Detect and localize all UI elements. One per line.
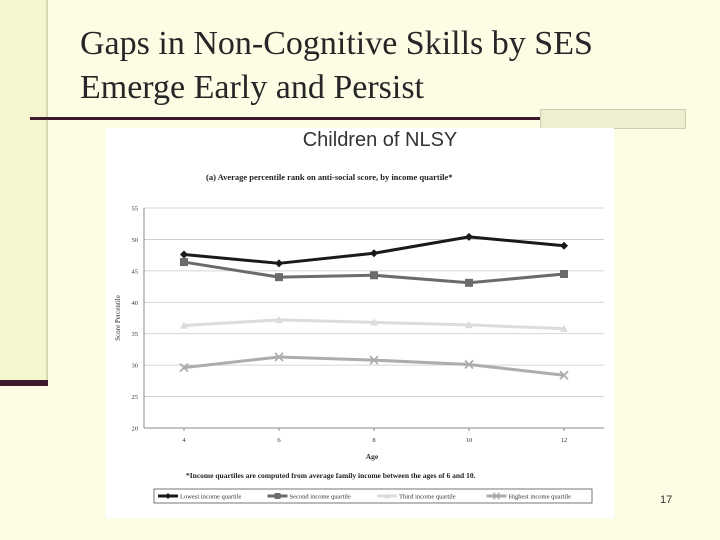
chart-footnote: *Income quartiles are computed from aver…: [186, 471, 476, 480]
chart-heading: Children of NLSY: [303, 129, 458, 151]
legend-swatch-marker: [274, 493, 281, 499]
data-point: [465, 320, 473, 329]
axis-layer: 20 25 30 35 40 45 50 55 4 6 8 10 12: [132, 206, 604, 444]
slide-title-line-1: Gaps in Non-Cognitive Skills by SES: [80, 25, 593, 62]
data-point: [180, 321, 188, 329]
x-marker-stroke: [492, 492, 501, 500]
x-marker-stroke: [559, 370, 569, 380]
data-point: [369, 355, 379, 365]
slide-title-line-2: Emerge Early and Persist: [80, 69, 425, 106]
left-decor-bar: [0, 0, 48, 382]
x-tick-label: 6: [277, 437, 281, 444]
data-point: [275, 315, 283, 324]
data-point: [560, 241, 568, 250]
data-point: [465, 278, 473, 287]
x-tick-label: 4: [182, 437, 186, 444]
data-point: [370, 249, 378, 258]
y-tick-label: 30: [132, 363, 139, 370]
x-tick-label: 8: [372, 437, 375, 444]
data-point: [274, 352, 284, 362]
grid-layer: [144, 207, 604, 429]
data-point: [179, 363, 189, 373]
legend-swatch-marker: [492, 492, 501, 500]
x-marker-stroke: [464, 359, 474, 370]
data-point: [180, 250, 188, 259]
data-point: [464, 359, 474, 370]
left-decor-accent: [0, 380, 48, 386]
title-underline: [30, 117, 550, 120]
y-tick-label: 25: [132, 394, 139, 401]
data-point: [370, 271, 378, 280]
data-point: [465, 232, 473, 241]
chart-panel: Children of NLSY (a) Average percentile …: [106, 128, 614, 518]
legend-box: [153, 488, 593, 504]
data-point: [560, 270, 568, 278]
page-number: 17: [660, 494, 673, 506]
data-point: [275, 259, 283, 268]
y-tick-label: 50: [132, 237, 139, 244]
series-4: [179, 352, 569, 380]
y-tick-label: 55: [132, 206, 139, 213]
legend-label: Second income quartile: [290, 494, 351, 501]
x-axis-label: Age: [366, 452, 379, 461]
x-marker-stroke: [369, 355, 379, 365]
data-point: [560, 324, 568, 332]
data-point: [370, 318, 378, 326]
legend-label: Highest income quartile: [509, 494, 572, 501]
legend-label: Lowest income quartile: [180, 494, 241, 501]
legend-swatch-marker: [384, 493, 390, 499]
data-point: [275, 273, 283, 282]
x-marker-stroke: [179, 363, 189, 373]
legend-label: Third income quartile: [399, 494, 456, 501]
legend-swatch-marker: [165, 493, 171, 499]
y-tick-label: 20: [132, 426, 139, 433]
title-underline-accent: [540, 109, 686, 129]
data-point: [559, 370, 569, 380]
chart-svg: Children of NLSY (a) Average percentile …: [114, 129, 604, 504]
y-axis-label: Score Percentile: [114, 295, 122, 341]
data-point: [180, 258, 188, 267]
x-tick-label: 12: [561, 437, 568, 444]
series-1: [180, 232, 568, 268]
series-2: [180, 258, 568, 287]
y-tick-label: 45: [132, 268, 139, 275]
x-tick-label: 10: [466, 437, 473, 444]
y-tick-label: 35: [132, 331, 139, 338]
chart-title: (a) Average percentile rank on anti-soci…: [206, 172, 452, 182]
series-3: [180, 315, 568, 332]
y-tick-label: 40: [132, 300, 139, 307]
series-layer: [179, 232, 569, 380]
slide-title: Gaps in Non-Cognitive Skills by SES Emer…: [80, 22, 680, 110]
x-marker-stroke: [274, 352, 284, 362]
legend: Lowest income quartile Second income quar…: [153, 488, 593, 504]
